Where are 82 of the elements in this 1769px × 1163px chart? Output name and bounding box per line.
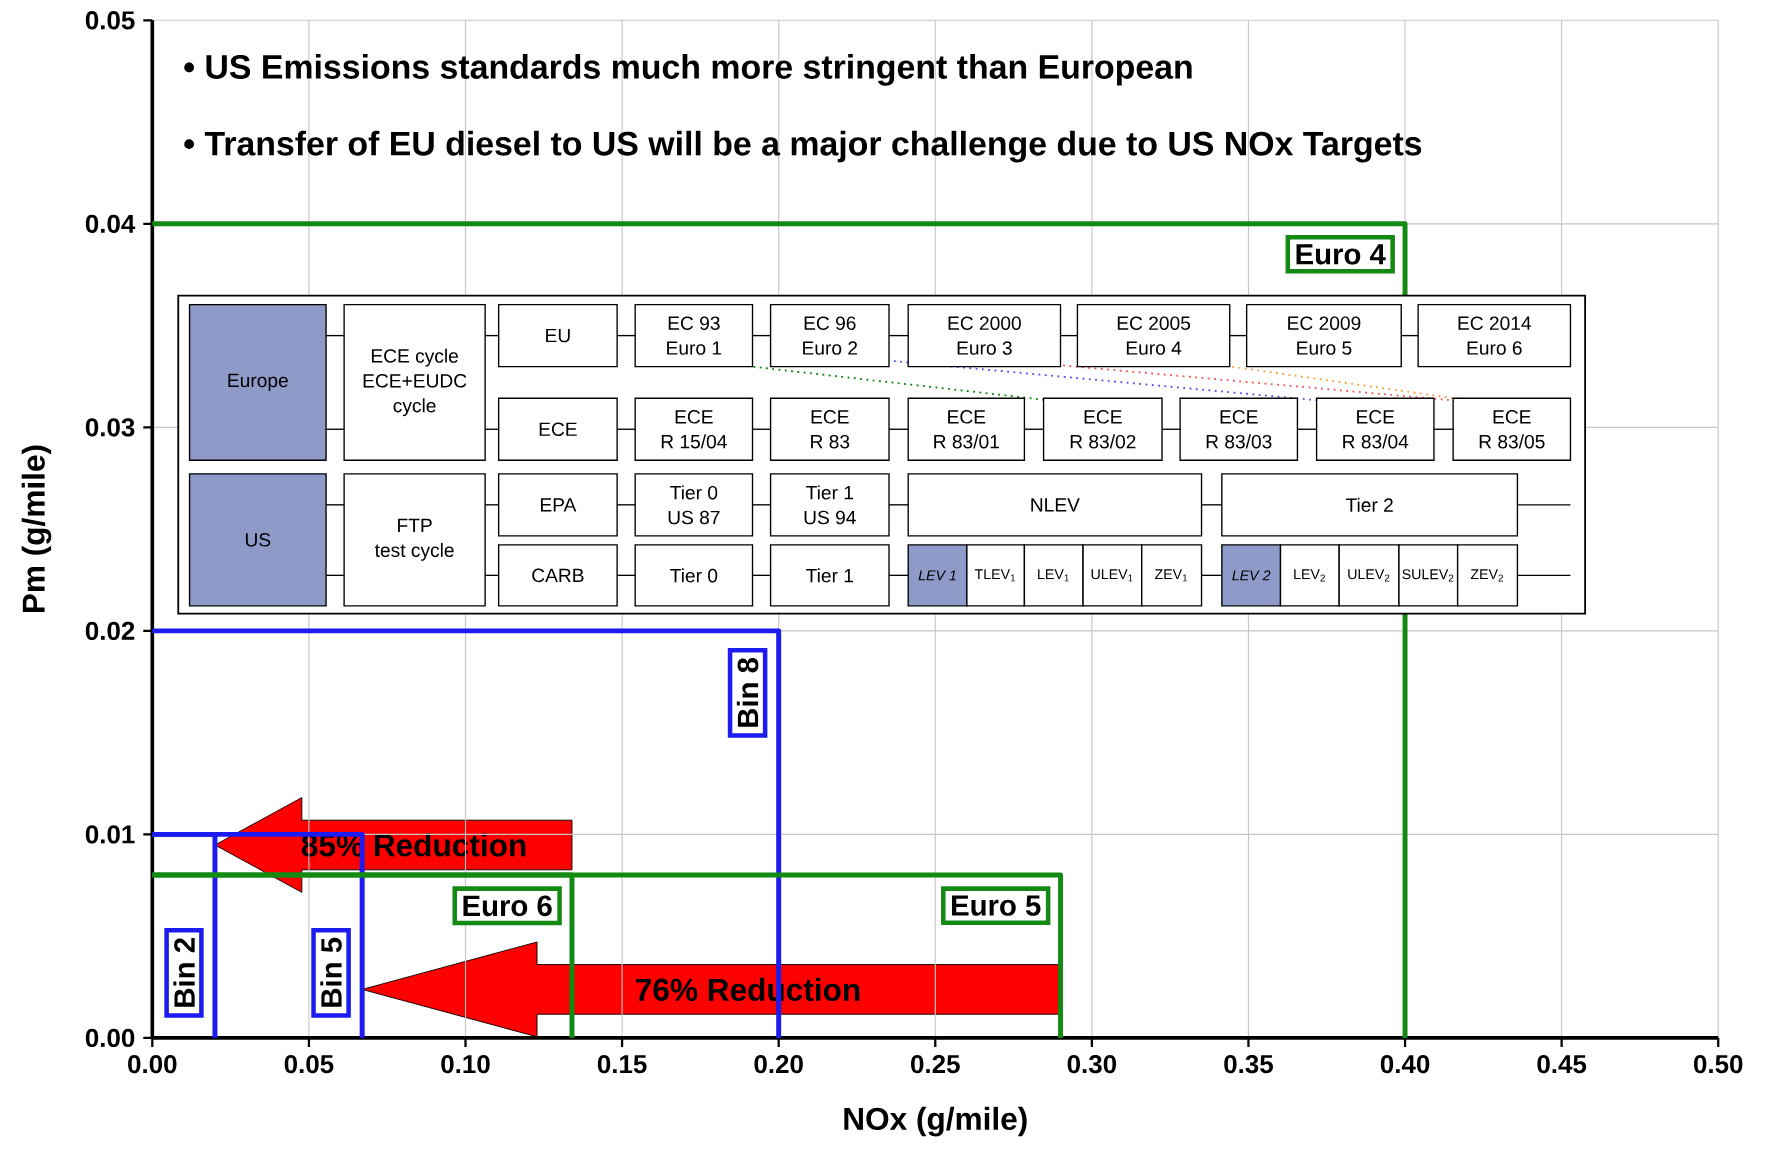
annotation: ECE	[1357, 410, 1395, 424]
annotation: R 83/05	[1479, 434, 1545, 449]
x-tick-label: 0.35	[1224, 1054, 1273, 1074]
y-tick-label: 0.05	[85, 11, 135, 30]
annotation: • US Emissions standards much more stringent than European	[184, 54, 1192, 86]
text: Bin 5	[320, 937, 342, 1007]
annotation: LEV 2	[1232, 570, 1271, 581]
x-tick-label: 0.25	[911, 1054, 960, 1074]
annotation: ECE	[1220, 410, 1258, 424]
annotation: R 15/04	[661, 434, 727, 449]
annotation: Euro 6	[1467, 341, 1522, 355]
annotation: ZEV$_{1}$	[1154, 569, 1188, 582]
annotation: R 83/01	[934, 434, 999, 449]
annotation: TLEV$_{1}$	[974, 569, 1016, 582]
annotation: CARB	[532, 568, 584, 583]
y-tick-label: 0.01	[85, 825, 135, 844]
annotation: EC 93	[668, 316, 720, 330]
annotation: LEV$_{2}$	[1294, 569, 1325, 582]
annotation: Tier 1	[806, 485, 853, 500]
x-axis-title: NOx (g/mile)	[844, 1106, 1027, 1137]
annotation: ECE	[811, 410, 849, 424]
annotation: EC 2014	[1458, 316, 1532, 330]
text: Bin 8	[736, 657, 759, 727]
annotation: R 83/02	[1070, 434, 1136, 449]
annotation: R 83/04	[1343, 434, 1409, 449]
y-tick-label: 0.03	[85, 418, 135, 437]
annotation: ECE	[948, 410, 986, 424]
annotation: Euro 1	[667, 341, 722, 355]
x-tick-label: 0.15	[597, 1054, 647, 1074]
annotation: cycle	[393, 398, 436, 417]
annotation: R 83/03	[1206, 434, 1272, 449]
annotation: Tier 1	[806, 568, 853, 583]
annotation: Euro 5	[1297, 341, 1352, 355]
annotation: ECE	[1084, 410, 1122, 424]
annotation: Tier 2	[1345, 497, 1393, 512]
y-tick-label: 0.00	[85, 1028, 135, 1048]
y-tick-label: 0.04	[85, 214, 136, 233]
series-label: Euro 6	[463, 895, 552, 917]
annotation: ECE+EUDC	[363, 373, 467, 388]
annotation: R 83	[811, 434, 850, 449]
annotation: US	[245, 532, 271, 547]
annotation: SULEV$_{2}$	[1402, 569, 1454, 582]
annotation: ULEV$_{1}$	[1091, 569, 1133, 582]
annotation: EPA	[540, 498, 577, 512]
x-tick-label: 0.40	[1380, 1054, 1430, 1074]
text: Bin 2	[173, 938, 195, 1007]
x-tick-label: 0.30	[1067, 1054, 1117, 1074]
annotation: ULEV$_{2}$	[1348, 569, 1390, 582]
annotation: Europe	[228, 373, 288, 391]
annotation: US 94	[804, 510, 856, 525]
annotation: EC 2009	[1288, 316, 1361, 330]
annotation: Euro 4	[1126, 341, 1182, 355]
annotation: LEV 1	[918, 570, 956, 581]
x-tick-label: 0.00	[128, 1054, 177, 1074]
y-tick-label: 0.02	[85, 621, 135, 640]
annotation: EC 2005	[1117, 316, 1191, 330]
x-tick-label: 0.10	[441, 1054, 490, 1074]
annotation: ECE	[539, 422, 577, 436]
annotation: Tier 0	[670, 485, 718, 500]
annotation: Euro 3	[957, 341, 1012, 355]
annotation: • Transfer of EU diesel to US will be a major challenge due to US NOx Targets	[184, 130, 1422, 163]
y-axis-title: Pm (g/mile)	[21, 445, 52, 613]
annotation: EU	[546, 328, 570, 343]
annotation: NLEV	[1031, 498, 1080, 512]
annotation: FTP	[398, 518, 432, 532]
annotation: test cycle	[374, 542, 454, 561]
x-tick-label: 0.50	[1694, 1054, 1743, 1074]
annotation: ZEV$_{2}$	[1470, 569, 1504, 582]
annotation: LEV$_{1}$	[1038, 569, 1069, 582]
annotation: US 87	[668, 510, 720, 525]
series-label: Euro 5	[952, 895, 1041, 916]
x-tick-label: 0.45	[1537, 1054, 1587, 1074]
x-tick-label: 0.05	[284, 1054, 334, 1074]
annotation: EC 2000	[948, 316, 1021, 330]
annotation: Tier 0	[670, 568, 718, 583]
annotation: Euro 2	[803, 341, 858, 355]
annotation: ECE	[675, 410, 713, 424]
x-tick-label: 0.20	[754, 1054, 803, 1074]
annotation: ECE	[1493, 410, 1531, 424]
series-label: Euro 4	[1296, 244, 1386, 265]
annotation: EC 96	[804, 316, 856, 330]
annotation: ECE cycle	[371, 348, 458, 367]
